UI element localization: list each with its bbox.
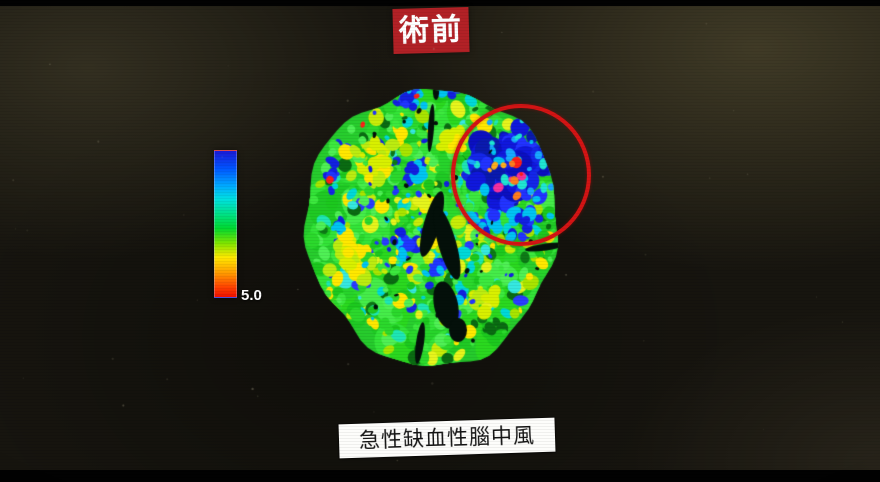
slide-caption: 急性缺血性腦中風 [358, 423, 536, 453]
caption-box: 急性缺血性腦中風 [338, 417, 556, 459]
ischemia-highlight-circle [451, 104, 591, 246]
